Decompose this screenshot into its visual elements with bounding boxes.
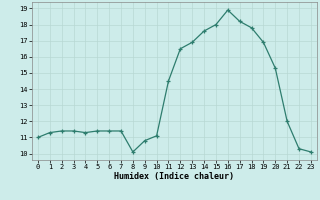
X-axis label: Humidex (Indice chaleur): Humidex (Indice chaleur) bbox=[115, 172, 234, 181]
